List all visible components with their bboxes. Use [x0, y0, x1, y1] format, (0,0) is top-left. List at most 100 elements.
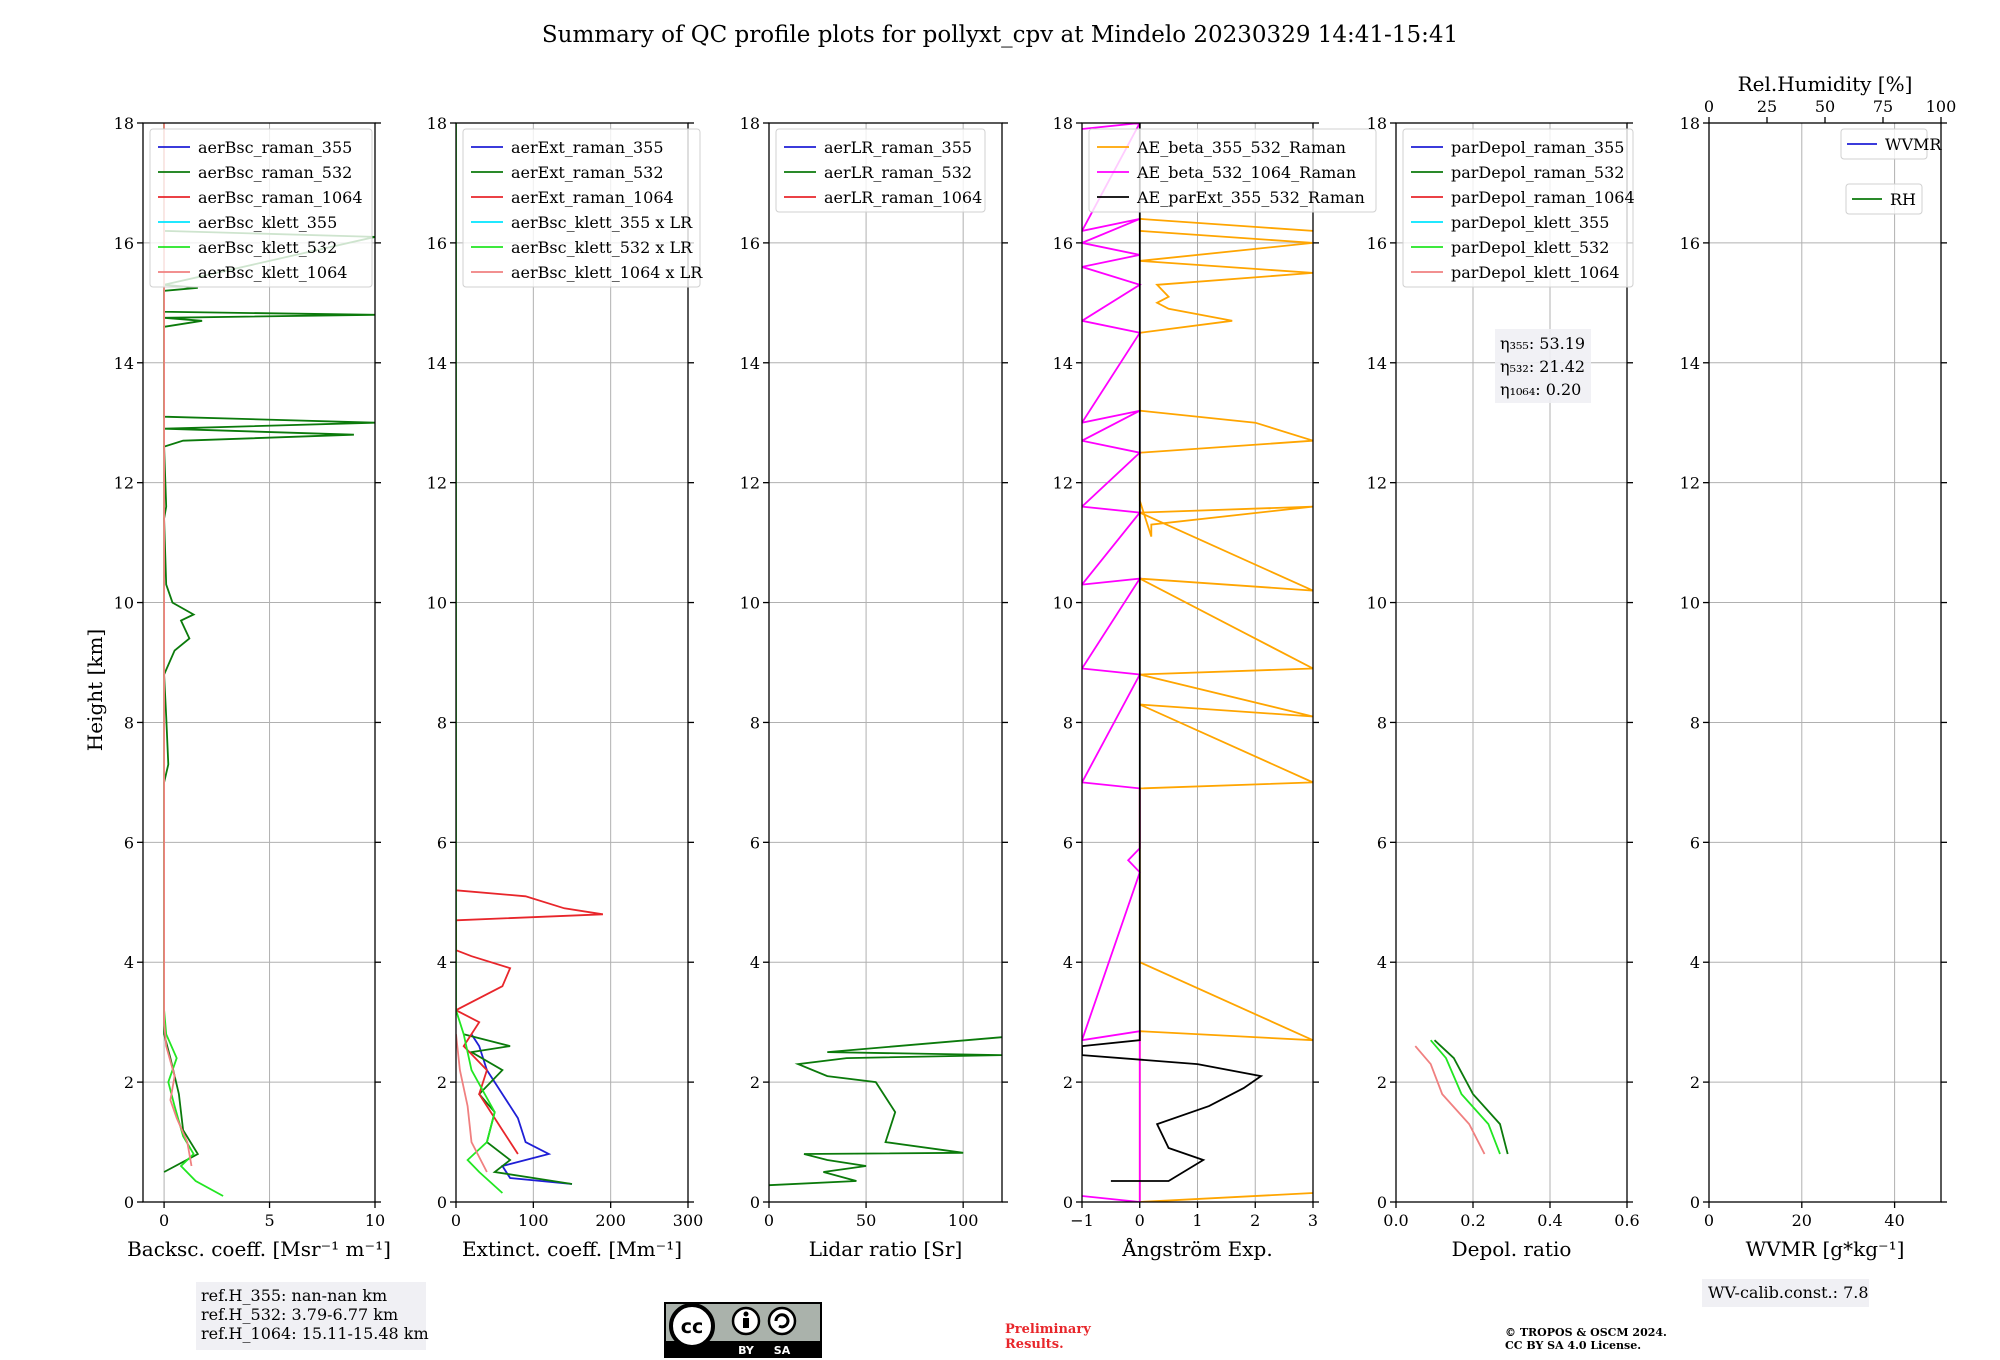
series-line-AE_beta_355_532_Raman [1138, 217, 1313, 1202]
y-tick-label: 10 [427, 594, 447, 613]
series-line-aerExt_raman_1064 [456, 889, 604, 1155]
legend-label: aerBsc_klett_355 x LR [511, 213, 693, 232]
series-line-aerExt_raman_355 [470, 1033, 573, 1185]
y-tick-label: 2 [1377, 1073, 1387, 1092]
series-group [163, 123, 375, 1197]
y-tick-label: 4 [1690, 953, 1700, 972]
legend-box [149, 128, 373, 288]
legend-label: AE_beta_532_1064_Raman [1136, 163, 1356, 182]
series-line-parDepol_klett_532 [1430, 1039, 1501, 1155]
x-tick-label: 40 [1884, 1211, 1904, 1230]
copyright-line1: © TROPOS & OSCM 2024. [1505, 1326, 1667, 1339]
ref-height-532: ref.H_532: 3.79-6.77 km [201, 1305, 398, 1324]
y-tick-label: 10 [740, 594, 760, 613]
y-tick-label: 4 [124, 953, 134, 972]
y-tick-label: 8 [1377, 713, 1387, 732]
y-tick-label: 14 [427, 354, 447, 373]
x-axis-label: Ångström Exp. [1121, 1236, 1272, 1261]
legend-box [1845, 183, 1923, 215]
y-tick-label: 18 [1367, 114, 1387, 133]
legend-label: aerExt_raman_532 [511, 163, 664, 182]
y-tick-label: 0 [750, 1193, 760, 1212]
legend-label: aerBsc_raman_532 [198, 163, 352, 182]
x-tick-label: 0.6 [1614, 1211, 1639, 1230]
y-tick-label: 2 [124, 1073, 134, 1092]
series-line-parDepol_raman_532 [1433, 1039, 1509, 1155]
y-tick-label: 6 [1063, 833, 1073, 852]
top-x-tick-label: 75 [1873, 97, 1893, 116]
y-tick-label: 10 [1680, 594, 1700, 613]
x-tick-label: −1 [1070, 1211, 1094, 1230]
legend-label: aerBsc_klett_355 [198, 213, 337, 232]
y-tick-label: 12 [1367, 474, 1387, 493]
y-tick-label: 12 [1053, 474, 1073, 493]
x-tick-label: 0.2 [1460, 1211, 1485, 1230]
legend-box [1402, 128, 1634, 288]
y-tick-label: 8 [124, 713, 134, 732]
legend-label: aerBsc_klett_1064 x LR [511, 263, 703, 282]
legend-label: RH [1890, 190, 1916, 209]
x-axis-label: Depol. ratio [1452, 1237, 1572, 1261]
y-tick-label: 14 [114, 354, 134, 373]
y-tick-label: 12 [1680, 474, 1700, 493]
panel-1: 0 5 10 0 2 4 6 8 10 12 14 16 18 Backsc. coeff. [Msr⁻¹… [114, 114, 391, 1261]
series-line-aerBsc_klett_532 x LR [456, 123, 504, 1194]
figure-title: Summary of QC profile plots for pollyxt_… [542, 22, 1458, 48]
y-tick-label: 12 [114, 474, 134, 493]
cc-license-badge: cc BY SA [664, 1302, 822, 1358]
y-tick-label: 0 [437, 1193, 447, 1212]
legend-box [775, 128, 986, 213]
top-x-tick-label: 25 [1757, 97, 1777, 116]
axes-frame [142, 122, 376, 1203]
legend-label: aerLR_raman_532 [824, 163, 972, 182]
top-x-tick-label: 0 [1704, 97, 1714, 116]
series-line-AE_parExt_355_532_Raman [1082, 123, 1264, 1182]
y-axis-label: Height [km] [83, 629, 107, 751]
y-tick-label: 8 [750, 713, 760, 732]
legend-label: aerBsc_klett_1064 [198, 263, 347, 282]
y-tick-label: 14 [1367, 354, 1387, 373]
y-tick-label: 0 [124, 1193, 134, 1212]
legend-label: parDepol_klett_532 [1451, 238, 1609, 257]
legend-label: aerLR_raman_1064 [824, 188, 982, 207]
x-tick-label: 100 [948, 1211, 979, 1230]
y-tick-label: 18 [1053, 114, 1073, 133]
legend-label: aerBsc_raman_1064 [198, 188, 363, 207]
x-tick-label: 200 [595, 1211, 626, 1230]
axes-frame [455, 122, 689, 1203]
y-tick-label: 10 [1367, 594, 1387, 613]
x-tick-label: 0 [1135, 1211, 1145, 1230]
y-tick-label: 0 [1377, 1193, 1387, 1212]
y-tick-label: 14 [1053, 354, 1073, 373]
y-tick-label: 14 [740, 354, 760, 373]
y-tick-label: 8 [1063, 713, 1073, 732]
x-tick-label: 5 [264, 1211, 274, 1230]
y-tick-label: 6 [124, 833, 134, 852]
axes-frame [1708, 122, 1942, 1203]
top-x-tick-label: 100 [1926, 97, 1957, 116]
legend-label: parDepol_raman_355 [1451, 138, 1624, 157]
by-label: BY [738, 1344, 755, 1357]
series-line-aerExt_raman_532 [463, 1033, 573, 1185]
x-axis-label: WVMR [g*kg⁻¹] [1746, 1237, 1905, 1261]
legend-label: parDepol_raman_1064 [1451, 188, 1635, 207]
top-axis-label: Rel.Humidity [%] [1738, 72, 1913, 96]
legend-label: aerLR_raman_355 [824, 138, 972, 157]
legend: AE_beta_355_532_Raman AE_beta_532_1064_Ra… [1088, 128, 1377, 213]
x-tick-label: 0 [451, 1211, 461, 1230]
ref-height-1064: ref.H_1064: 15.11-15.48 km [201, 1324, 429, 1343]
top-x-tick-label: 50 [1815, 97, 1835, 116]
y-tick-label: 18 [1680, 114, 1700, 133]
y-tick-label: 10 [1053, 594, 1073, 613]
x-axis-label: Backsc. coeff. [Msr⁻¹ m⁻¹] [127, 1237, 391, 1261]
y-tick-label: 6 [1690, 833, 1700, 852]
legend-label: aerBsc_klett_532 x LR [511, 238, 693, 257]
panel-2: 0 100 200 300 0 2 4 6 8 10 12 14 16 18 Extinct. coeff.… [427, 114, 704, 1261]
legend-label: WVMR [1885, 135, 1942, 154]
x-tick-label: 20 [1792, 1211, 1812, 1230]
y-tick-label: 16 [427, 234, 447, 253]
legend: aerExt_raman_355 aerExt_raman_532 aerExt_r… [462, 128, 703, 288]
preliminary-line2: Results. [1005, 1337, 1064, 1352]
y-tick-label: 4 [750, 953, 760, 972]
